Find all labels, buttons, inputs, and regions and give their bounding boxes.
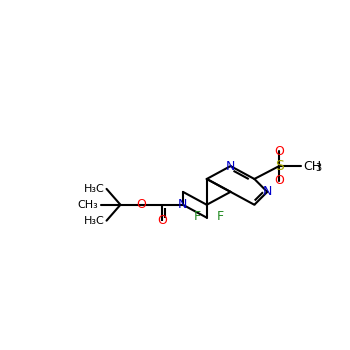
Text: F: F — [193, 210, 201, 223]
Text: 3: 3 — [315, 163, 321, 173]
Text: H₃C: H₃C — [84, 216, 105, 226]
Text: S: S — [275, 159, 284, 173]
Text: CH: CH — [303, 160, 321, 173]
Text: O: O — [136, 198, 146, 211]
Text: CH₃: CH₃ — [78, 200, 99, 210]
Text: F: F — [217, 210, 224, 223]
Text: N: N — [262, 186, 272, 198]
Text: N: N — [226, 160, 235, 173]
Text: N: N — [178, 198, 188, 211]
Text: H₃C: H₃C — [84, 184, 105, 194]
Text: O: O — [274, 174, 284, 188]
Text: O: O — [274, 145, 284, 158]
Text: O: O — [157, 214, 167, 227]
